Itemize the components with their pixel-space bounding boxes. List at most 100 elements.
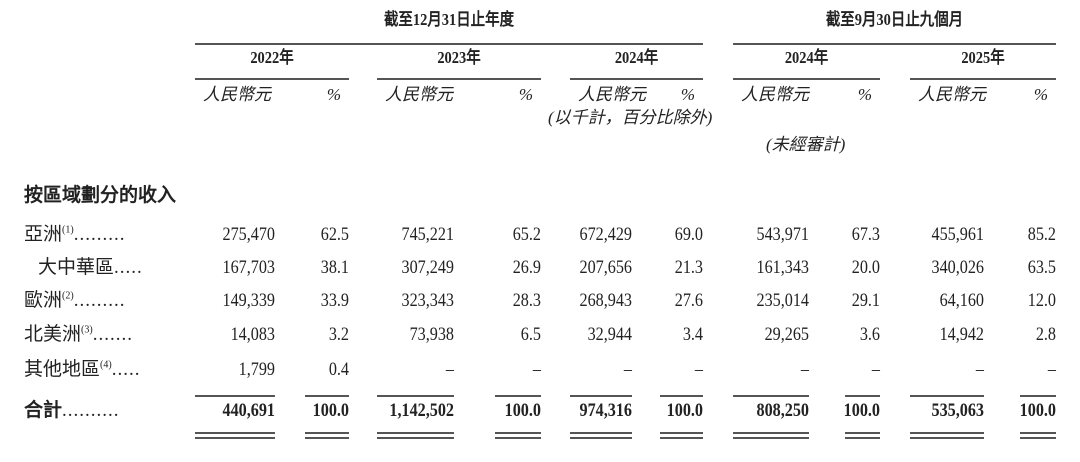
footnote-ref: (3)	[81, 324, 93, 336]
total-rule	[495, 437, 541, 439]
unit-pct: %	[518, 85, 534, 104]
table-cell: 21.3	[674, 257, 703, 278]
table-cell: 543,971	[756, 224, 809, 245]
total-cell: 100.0	[1019, 400, 1056, 421]
table-cell: 1,799	[238, 359, 275, 380]
total-rule	[1020, 437, 1056, 439]
table-cell: 29,265	[764, 324, 809, 345]
group-header-nine-months: 截至9月30日止九個月	[825, 10, 964, 29]
total-rule	[305, 432, 349, 434]
table-cell: –	[445, 359, 454, 380]
table-cell: 14,083	[230, 324, 275, 345]
total-rule	[845, 432, 880, 434]
table-cell: 745,221	[401, 224, 454, 245]
table-cell: 3.2	[328, 324, 349, 345]
unit-pct: %	[857, 85, 873, 104]
total-rule	[377, 432, 454, 434]
divider	[195, 78, 349, 80]
region-name: 其他地區	[24, 359, 101, 380]
table-cell: 672,429	[579, 224, 632, 245]
table-cell: –	[532, 359, 541, 380]
total-cell: 100.0	[504, 400, 541, 421]
group-header-year: 截至12月31日止年度	[383, 10, 515, 29]
table-cell: 149,339	[222, 290, 275, 311]
total-rule	[910, 432, 984, 434]
table-cell: 235,014	[756, 290, 809, 311]
region-name: 歐洲	[24, 290, 63, 311]
table-cell: –	[871, 359, 880, 380]
year-header: 2023年	[437, 48, 481, 67]
unit-rmb: 人民幣元	[741, 85, 809, 104]
table-cell: 161,343	[756, 257, 809, 278]
table-cell: 268,943	[579, 290, 632, 311]
unit-pct: %	[326, 85, 342, 104]
subtotal-rule	[495, 395, 541, 397]
unit-rmb: 人民幣元	[385, 85, 453, 104]
table-cell: 207,656	[579, 257, 632, 278]
row-label: 大中華區.....	[38, 258, 143, 277]
total-cell: 974,316	[579, 400, 632, 421]
divider	[733, 78, 880, 80]
table-cell: 0.4	[328, 359, 349, 380]
table-cell: 323,343	[401, 290, 454, 311]
table-cell: 3.4	[682, 324, 703, 345]
note-unaudited: (未經審計)	[766, 135, 846, 154]
subtotal-rule	[660, 395, 703, 397]
table-cell: –	[1047, 359, 1056, 380]
divider	[377, 78, 541, 80]
table-cell: 20.0	[851, 257, 880, 278]
subtotal-rule	[733, 395, 809, 397]
row-label: 歐洲(2).........	[24, 291, 125, 310]
table-cell: 455,961	[931, 224, 984, 245]
leader-dots: .........	[73, 290, 126, 311]
table-cell: 307,249	[401, 257, 454, 278]
total-rule	[495, 432, 541, 434]
table-cell: 62.5	[320, 224, 349, 245]
subtotal-rule	[570, 395, 632, 397]
table-cell: 12.0	[1027, 290, 1056, 311]
divider	[733, 43, 1056, 45]
footnote-ref: (2)	[62, 290, 74, 302]
total-name: 合計	[24, 400, 63, 421]
year-header: 2025年	[961, 48, 1005, 67]
table-cell: 275,470	[222, 224, 275, 245]
total-rule	[910, 437, 984, 439]
leader-dots: .........	[73, 224, 126, 245]
unit-pct: %	[1033, 85, 1049, 104]
leader-dots: .....	[114, 257, 143, 278]
total-rule	[195, 432, 275, 434]
region-name: 亞洲	[24, 224, 63, 245]
table-cell: 2.8	[1035, 324, 1056, 345]
table-cell: 38.1	[320, 257, 349, 278]
table-cell: 14,942	[939, 324, 984, 345]
total-rule	[570, 437, 632, 439]
table-cell: 26.9	[512, 257, 541, 278]
year-header: 2022年	[250, 48, 294, 67]
total-rule	[305, 437, 349, 439]
total-rule	[660, 432, 703, 434]
table-cell: –	[975, 359, 984, 380]
table-cell: 27.6	[674, 290, 703, 311]
table-cell: 63.5	[1027, 257, 1056, 278]
total-cell: 100.0	[666, 400, 703, 421]
divider	[570, 78, 703, 80]
table-cell: 64,160	[939, 290, 984, 311]
total-rule	[733, 437, 809, 439]
leader-dots: .......	[92, 324, 133, 345]
table-cell: 73,938	[409, 324, 454, 345]
table-cell: 65.2	[512, 224, 541, 245]
row-label: 亞洲(1).........	[24, 225, 125, 244]
subtotal-rule	[377, 395, 454, 397]
table-cell: 32,944	[587, 324, 632, 345]
total-rule	[570, 432, 632, 434]
table-cell: 3.6	[859, 324, 880, 345]
table-cell: 28.3	[512, 290, 541, 311]
table-cell: 85.2	[1027, 224, 1056, 245]
total-cell: 808,250	[756, 400, 809, 421]
table-cell: 167,703	[222, 257, 275, 278]
leader-dots: .....	[111, 359, 141, 380]
divider	[195, 43, 703, 45]
note-thousands: (以千計，百分比除外)	[548, 108, 713, 127]
total-cell: 535,063	[931, 400, 984, 421]
